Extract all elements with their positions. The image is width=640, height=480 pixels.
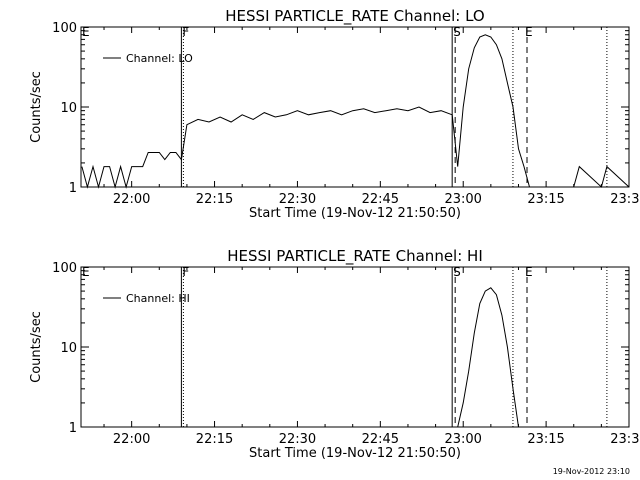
legend-entry: Channel: HI bbox=[126, 292, 190, 305]
x-tick-label: 23:00 bbox=[444, 192, 481, 207]
series-line-0 bbox=[457, 287, 519, 428]
event-label: E bbox=[525, 25, 533, 39]
event-label: E bbox=[525, 265, 533, 279]
y-tick-label: 1 bbox=[69, 421, 77, 436]
event-label: S bbox=[453, 265, 461, 279]
x-tick-label: 23:15 bbox=[527, 192, 564, 207]
x-tick-label: 23:15 bbox=[527, 432, 564, 447]
chart-title: HESSI PARTICLE_RATE Channel: HI bbox=[227, 247, 483, 266]
x-tick-label: 23:00 bbox=[444, 432, 481, 447]
y-tick-label: 100 bbox=[52, 21, 77, 36]
timestamp: 19-Nov-2012 23:10 bbox=[553, 467, 630, 476]
x-axis-label: Start Time (19-Nov-12 21:50:50) bbox=[249, 206, 461, 221]
chart-title: HESSI PARTICLE_RATE Channel: LO bbox=[225, 7, 484, 26]
y-tick-label: 100 bbox=[52, 261, 77, 276]
plot-frame bbox=[80, 266, 630, 428]
x-tick-label: 22:45 bbox=[362, 432, 399, 447]
event-label: E bbox=[82, 265, 90, 279]
y-tick-label: 1 bbox=[69, 181, 77, 196]
event-label: S bbox=[453, 25, 461, 39]
x-tick-label: 22:00 bbox=[113, 192, 150, 207]
x-tick-label: 23:30 bbox=[610, 192, 640, 207]
legend-entry: Channel: LO bbox=[126, 52, 193, 65]
y-axis-label: Counts/sec bbox=[29, 71, 44, 143]
x-tick-label: 22:15 bbox=[196, 432, 233, 447]
event-label: F bbox=[182, 265, 189, 279]
y-tick-label: 10 bbox=[60, 101, 77, 116]
x-tick-label: 23:30 bbox=[610, 432, 640, 447]
x-tick-label: 22:00 bbox=[113, 432, 150, 447]
event-label: E bbox=[82, 25, 90, 39]
y-tick-label: 10 bbox=[60, 341, 77, 356]
series-line-0 bbox=[81, 34, 630, 189]
x-tick-label: 22:15 bbox=[196, 192, 233, 207]
x-tick-label: 22:30 bbox=[279, 432, 316, 447]
plot-frame bbox=[80, 26, 630, 188]
y-axis-label: Counts/sec bbox=[29, 311, 44, 383]
event-label: F bbox=[182, 25, 189, 39]
x-axis-label: Start Time (19-Nov-12 21:50:50) bbox=[249, 446, 461, 461]
x-tick-label: 22:30 bbox=[279, 192, 316, 207]
x-tick-label: 22:45 bbox=[362, 192, 399, 207]
